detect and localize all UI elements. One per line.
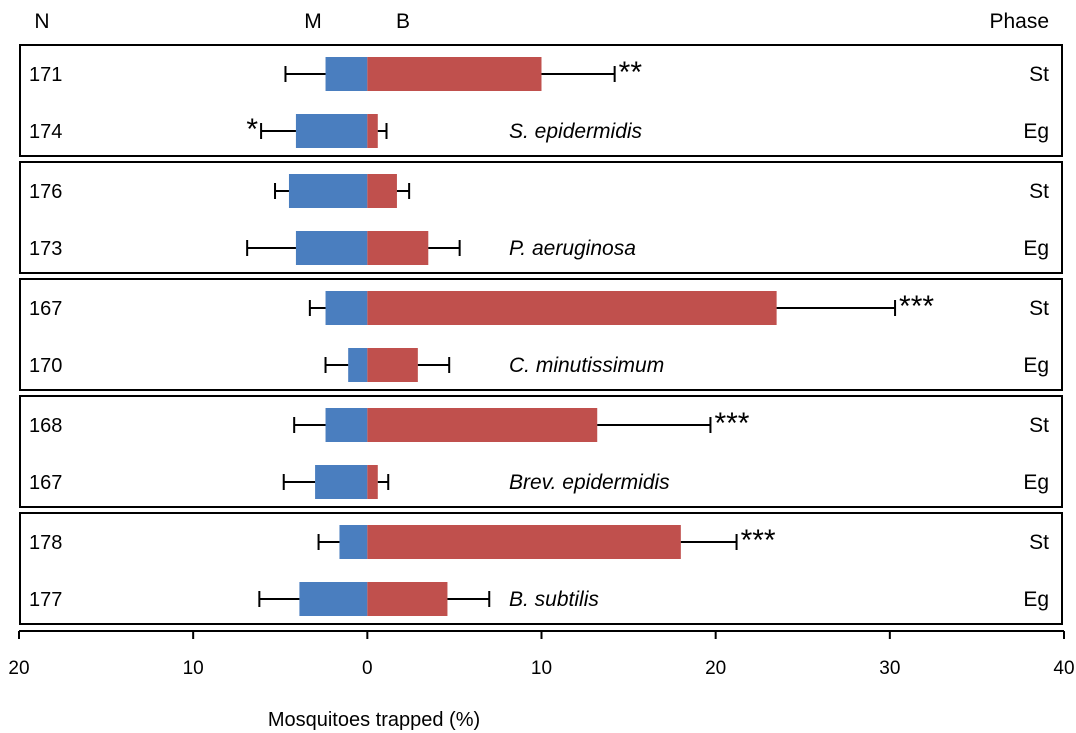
bar-b — [367, 582, 448, 616]
group-4: 168 St *** 167 Eg Brev. epidermidis — [19, 395, 1063, 508]
errorbar-b — [417, 357, 451, 373]
n-label: 170 — [29, 355, 62, 377]
errorbar-m — [284, 66, 326, 82]
phase-label: St — [1029, 297, 1049, 320]
n-label: 167 — [29, 472, 62, 494]
phase-label: St — [1029, 414, 1049, 437]
n-label: 171 — [29, 64, 62, 86]
significance-label: *** — [741, 524, 776, 557]
errorbar-m — [293, 417, 326, 433]
group-2: 176 St 173 Eg P. aeruginosa — [19, 161, 1063, 274]
bar-m — [295, 114, 368, 148]
bar-m — [325, 57, 368, 91]
errorbar-m — [324, 357, 349, 373]
bar-b — [367, 525, 681, 559]
group-5: 178 St *** 177 Eg B. subtilis — [19, 512, 1063, 625]
errorbar-b — [377, 474, 390, 490]
phase-label: St — [1029, 63, 1049, 86]
bar-b — [367, 114, 378, 148]
bar-b — [367, 465, 378, 499]
group-1: 171 St ** 174 Eg * S. epidermidis — [19, 44, 1063, 157]
significance-label: * — [246, 113, 258, 146]
errorbar-b — [680, 534, 738, 550]
errorbar-m — [317, 534, 340, 550]
n-label: 177 — [29, 589, 62, 611]
errorbar-m — [258, 591, 300, 607]
errorbar-b — [377, 123, 388, 139]
x-tick-label: 20 — [8, 658, 29, 679]
errorbar-b — [597, 417, 712, 433]
x-tick-label: 0 — [362, 658, 373, 679]
phase-label: Eg — [1023, 237, 1049, 260]
species-label: C. minutissimum — [509, 354, 664, 377]
bar-b — [367, 57, 542, 91]
bar-m — [325, 291, 368, 325]
x-tick-label: 10 — [183, 658, 204, 679]
errorbar-b — [776, 300, 897, 316]
errorbar-b — [428, 240, 461, 256]
n-label: 167 — [29, 298, 62, 320]
phase-label: Eg — [1023, 471, 1049, 494]
group-frame — [19, 161, 1063, 274]
group-3: 167 St *** 170 Eg C. minutissimum — [19, 278, 1063, 391]
errorbar-m — [282, 474, 316, 490]
x-tick-label: 40 — [1053, 658, 1074, 679]
n-label: 174 — [29, 121, 62, 143]
header-m: M — [304, 10, 322, 33]
bar-b — [367, 348, 418, 382]
x-tick-label: 30 — [879, 658, 900, 679]
phase-label: St — [1029, 180, 1049, 203]
header-n: N — [34, 10, 49, 33]
bar-b — [367, 174, 397, 208]
x-axis: 20 10 0 10 20 30 40 — [8, 630, 1075, 679]
x-tick-label: 20 — [705, 658, 726, 679]
phase-label: Eg — [1023, 120, 1049, 143]
group-layer: 171 St ** 174 Eg * S. epidermidis 176 St 173 Eg P. … — [19, 44, 1063, 625]
errorbar-b — [447, 591, 491, 607]
header-b: B — [396, 10, 410, 33]
n-label: 168 — [29, 415, 62, 437]
x-axis-label: Mosquitoes trapped (%) — [268, 709, 480, 731]
group-frame — [19, 395, 1063, 508]
species-label: S. epidermidis — [509, 120, 643, 143]
bar-b — [367, 231, 429, 265]
bar-b — [367, 291, 777, 325]
species-label: P. aeruginosa — [509, 237, 636, 260]
group-frame — [19, 44, 1063, 157]
species-label: Brev. epidermidis — [509, 471, 670, 494]
errorbar-m — [246, 240, 296, 256]
n-label: 178 — [29, 532, 62, 554]
bar-m — [288, 174, 368, 208]
n-label: 176 — [29, 181, 62, 203]
errorbar-b — [541, 66, 616, 82]
bar-m — [348, 348, 368, 382]
significance-label: *** — [714, 407, 749, 440]
species-label: B. subtilis — [509, 588, 599, 611]
bar-m — [339, 525, 368, 559]
errorbar-m — [274, 183, 289, 199]
phase-label: Eg — [1023, 354, 1049, 377]
bar-m — [325, 408, 368, 442]
bar-m — [295, 231, 368, 265]
bar-m — [315, 465, 368, 499]
bar-m — [299, 582, 368, 616]
phase-label: Eg — [1023, 588, 1049, 611]
errorbar-b — [396, 183, 411, 199]
phase-label: St — [1029, 531, 1049, 554]
significance-label: *** — [899, 290, 934, 323]
errorbar-m — [308, 300, 326, 316]
significance-label: ** — [619, 56, 643, 89]
group-frame — [19, 512, 1063, 625]
bar-b — [367, 408, 598, 442]
x-tick-label: 10 — [531, 658, 552, 679]
errorbar-m — [260, 123, 296, 139]
group-frame — [19, 278, 1063, 391]
n-label: 173 — [29, 238, 62, 260]
header-phase: Phase — [989, 10, 1049, 33]
